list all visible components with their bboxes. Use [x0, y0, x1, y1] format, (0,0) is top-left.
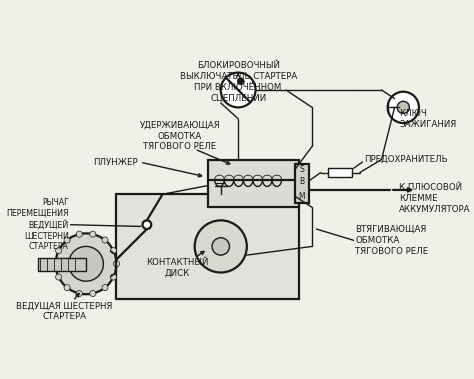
Circle shape	[102, 237, 108, 243]
Circle shape	[55, 247, 62, 254]
Circle shape	[110, 274, 117, 280]
Bar	[117, 194, 299, 299]
Circle shape	[76, 290, 82, 296]
Circle shape	[397, 101, 410, 113]
Text: ВТЯГИВАЮЩАЯ
ОБМОТКА
ТЯГОВОГО РЕЛЕ: ВТЯГИВАЮЩАЯ ОБМОТКА ТЯГОВОГО РЕЛЕ	[356, 225, 428, 255]
Text: S: S	[299, 166, 304, 174]
Text: УДЕРЖИВАЮЩАЯ
ОБМОТКА
ТЯГОВОГО РЕЛЕ: УДЕРЖИВАЮЩАЯ ОБМОТКА ТЯГОВОГО РЕЛЕ	[139, 121, 220, 151]
Text: B: B	[299, 177, 304, 186]
Text: M: M	[298, 191, 305, 200]
Bar	[328, 168, 352, 177]
Circle shape	[90, 290, 96, 296]
Text: БЛОКИРОВОЧНЫЙ
ВЫКЛЮЧАТЕЛЬ СТАРТЕРА
ПРИ ВКЛЮЧЁННОМ
СЦЕПЛЕНИИ: БЛОКИРОВОЧНЫЙ ВЫКЛЮЧАТЕЛЬ СТАРТЕРА ПРИ В…	[180, 61, 297, 103]
Circle shape	[90, 231, 96, 237]
Circle shape	[195, 220, 247, 273]
Circle shape	[69, 246, 103, 281]
Circle shape	[64, 237, 70, 243]
Circle shape	[53, 261, 59, 267]
Circle shape	[55, 233, 117, 294]
Circle shape	[143, 220, 151, 229]
Bar	[38, 258, 86, 271]
Text: ПЛУНЖЕР: ПЛУНЖЕР	[93, 158, 138, 167]
Text: К ПЛЮСОВОЙ
КЛЕММЕ
АККУМУЛЯТОРА: К ПЛЮСОВОЙ КЛЕММЕ АККУМУЛЯТОРА	[399, 183, 470, 214]
Circle shape	[237, 78, 244, 85]
Circle shape	[102, 285, 108, 291]
Circle shape	[212, 238, 229, 255]
Bar	[208, 160, 299, 207]
Circle shape	[110, 247, 117, 254]
Text: КЛЮЧ
ЗАЖИГАНИЯ: КЛЮЧ ЗАЖИГАНИЯ	[399, 109, 456, 128]
Circle shape	[113, 261, 119, 267]
Circle shape	[64, 285, 70, 291]
Circle shape	[221, 73, 255, 107]
Circle shape	[388, 92, 419, 123]
Text: РЫЧАГ
ПЕРЕМЕЩЕНИЯ
ВЕДУЩЕЙ
ШЕСТЕРНИ
СТАРТЕРА: РЫЧАГ ПЕРЕМЕЩЕНИЯ ВЕДУЩЕЙ ШЕСТЕРНИ СТАРТ…	[6, 198, 69, 251]
Bar	[295, 164, 309, 203]
Text: ВЕДУЩАЯ ШЕСТЕРНЯ
СТАРТЕРА: ВЕДУЩАЯ ШЕСТЕРНЯ СТАРТЕРА	[16, 301, 112, 321]
Circle shape	[55, 274, 62, 280]
Text: КОНТАКТНЫЙ
ДИСК: КОНТАКТНЫЙ ДИСК	[146, 258, 209, 278]
Circle shape	[76, 231, 82, 237]
Text: ПРЕДОХРАНИТЕЛЬ: ПРЕДОХРАНИТЕЛЬ	[364, 155, 448, 164]
